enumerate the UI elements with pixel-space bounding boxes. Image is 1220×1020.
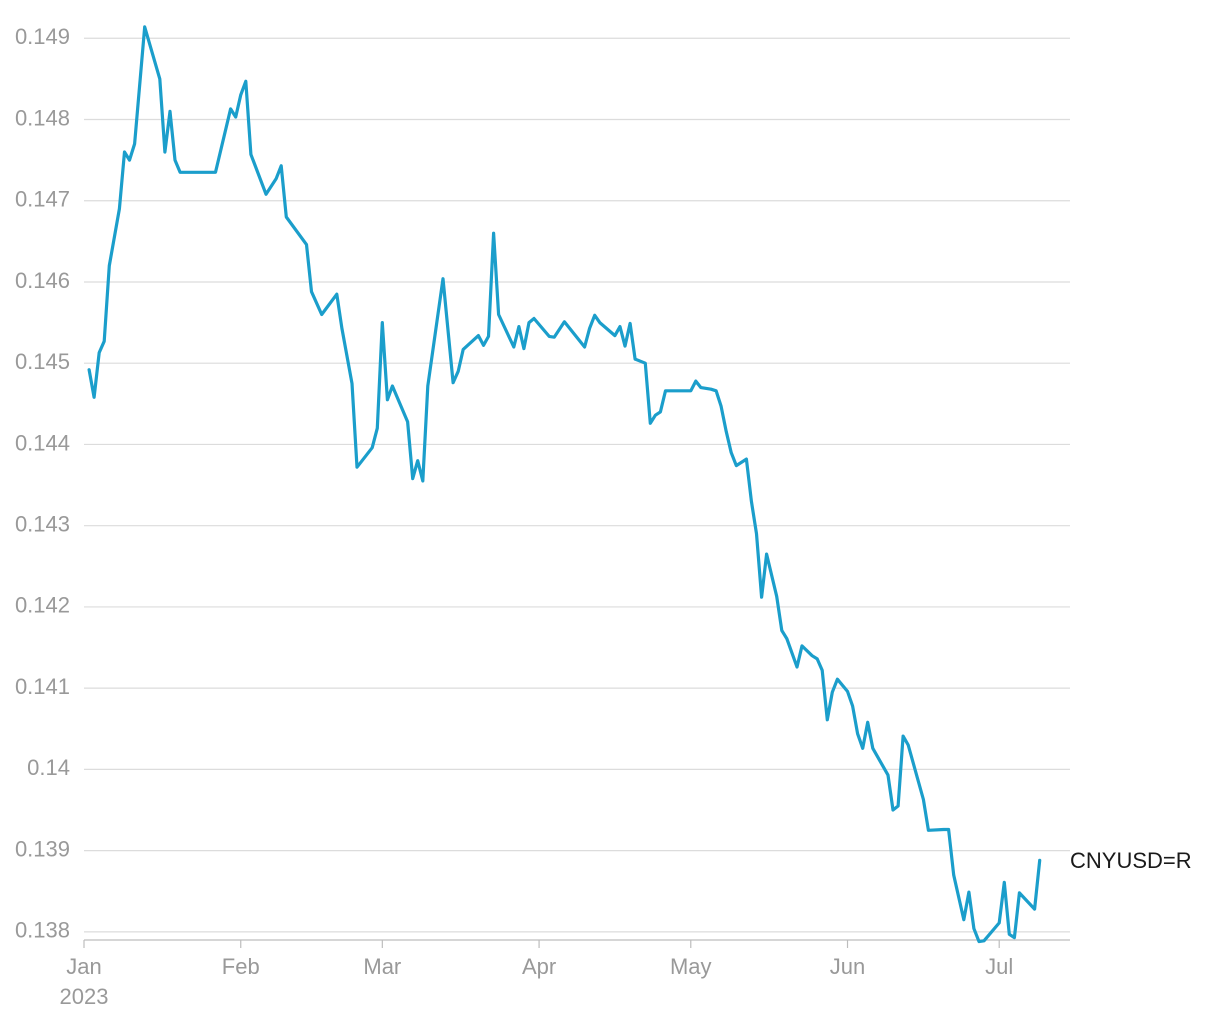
y-tick-label: 0.14 xyxy=(27,755,70,780)
x-tick-label: Feb xyxy=(222,954,260,979)
x-tick-label: Apr xyxy=(522,954,556,979)
x-tick-label: Jan xyxy=(66,954,101,979)
y-tick-label: 0.139 xyxy=(15,836,70,861)
y-tick-label: 0.144 xyxy=(15,430,70,455)
series-line-cnyusd xyxy=(87,25,1042,944)
y-tick-label: 0.147 xyxy=(15,187,70,212)
y-tick-label: 0.148 xyxy=(15,105,70,130)
y-tick-label: 0.141 xyxy=(15,674,70,699)
x-tick-label: May xyxy=(670,954,712,979)
y-tick-label: 0.138 xyxy=(15,918,70,943)
x-tick-label: Jul xyxy=(985,954,1013,979)
y-tick-label: 0.146 xyxy=(15,268,70,293)
y-tick-label: 0.143 xyxy=(15,511,70,536)
x-tick-label: Jun xyxy=(830,954,865,979)
x-tick-label: Mar xyxy=(363,954,401,979)
y-tick-label: 0.142 xyxy=(15,593,70,618)
x-tick-sublabel: 2023 xyxy=(60,984,109,1009)
y-tick-label: 0.149 xyxy=(15,24,70,49)
y-axis-tick-labels: 0.138 0.139 0.14 0.141 0.142 0.143 0.144 0.145 0… xyxy=(15,24,70,943)
x-axis-tick-labels: Jan 2023 Feb Mar Apr May Jun Jul xyxy=(60,940,1013,1009)
y-tick-label: 0.145 xyxy=(15,349,70,374)
series-label: CNYUSD=R xyxy=(1070,848,1192,873)
series-layer: CNYUSD=R xyxy=(87,25,1192,944)
